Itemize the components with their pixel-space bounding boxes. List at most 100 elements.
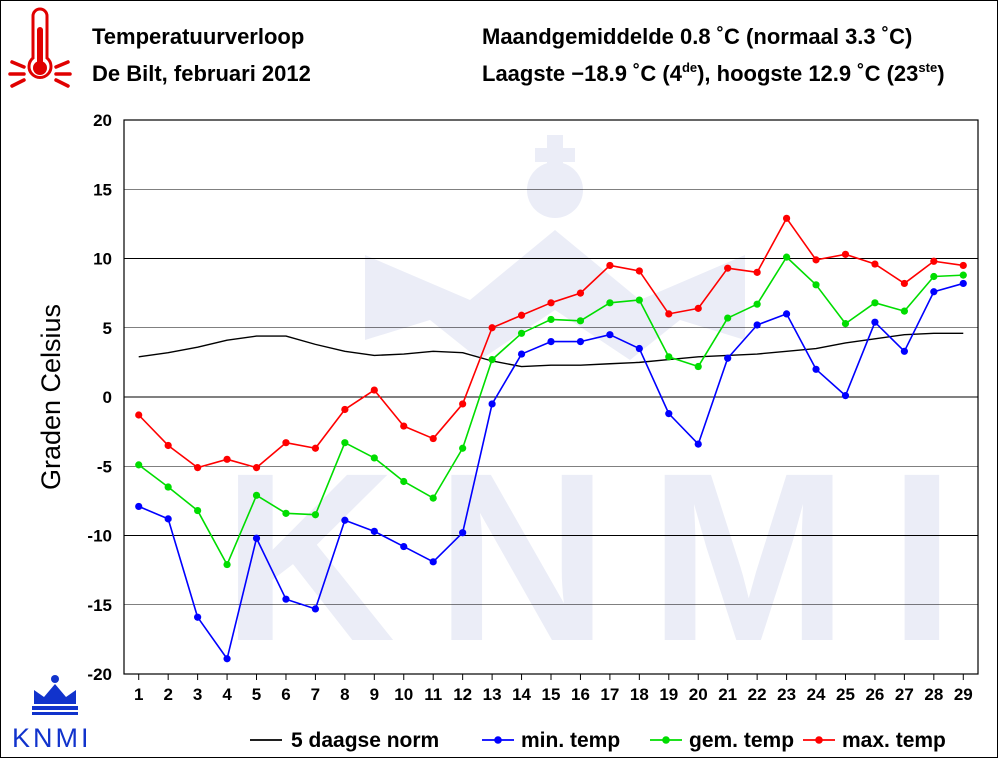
data-point-max-temp [311,444,320,452]
data-point-gem-temp [488,356,496,364]
data-point-gem-temp [282,509,290,517]
data-point-min-temp [282,595,290,603]
data-point-gem-temp [871,299,879,307]
x-tick-label: 7 [311,685,320,704]
y-tick-label: -15 [87,596,112,615]
data-point-max-temp [753,268,761,276]
x-tick-label: 15 [542,685,561,704]
legend: 5 daagse norm min. temp gem. temp max. temp [250,729,946,752]
data-point-min-temp [959,279,967,288]
data-point-min-temp [164,515,172,523]
data-point-gem-temp [517,329,526,337]
x-tick-label: 25 [836,685,855,704]
data-point-min-temp [400,542,408,551]
data-point-gem-temp [635,296,643,304]
data-point-min-temp [812,365,820,373]
x-tick-label: 16 [571,685,590,704]
data-point-min-temp [341,516,349,524]
data-point-gem-temp [841,319,850,328]
extremes-lowest-sup: de [681,60,698,75]
knmi-logo: KNMI [12,675,89,753]
x-tick-label: 29 [954,685,973,704]
data-point-gem-temp [311,511,320,519]
data-point-max-temp [871,260,879,268]
legend-marker-max-temp [815,736,823,744]
x-tick-label: 6 [281,685,290,704]
x-tick-label: 11 [424,685,442,704]
data-point-min-temp [635,344,643,353]
y-tick-label: 0 [103,388,112,407]
x-tick-label: 8 [340,685,349,704]
x-tick-label: 28 [924,685,943,704]
data-point-max-temp [694,304,702,312]
y-tick-label: -10 [87,527,112,546]
data-point-max-temp [341,405,349,414]
data-point-gem-temp [606,299,614,307]
x-tick-label: 10 [394,685,413,704]
extremes-highest-sup: ste [918,60,938,75]
data-point-max-temp [488,324,496,332]
y-tick-label: -20 [87,665,112,684]
data-point-min-temp [694,440,702,448]
extremes-text: Laagste −18.9 ˚C (4de), hoogste 12.9 ˚C … [482,61,945,87]
data-point-min-temp [252,534,261,542]
x-tick-label: 2 [163,685,172,704]
data-point-min-temp [547,338,555,346]
extremes-close: ) [937,61,945,86]
legend-label-max-temp: max. temp [842,729,946,752]
watermark-cross-h [535,148,575,162]
data-point-gem-temp [753,300,761,308]
data-point-min-temp [841,392,850,400]
data-point-min-temp [871,318,879,326]
x-tick-label: 20 [689,685,708,704]
watermark-text: KNMI [222,423,995,691]
y-axis-label: Graden Celsius [36,304,66,490]
x-tick-label: 27 [895,685,914,704]
data-point-gem-temp [665,353,673,361]
data-point-min-temp [517,350,526,358]
x-tick-label: 4 [222,685,232,704]
x-tick-label: 13 [483,685,502,704]
data-point-max-temp [606,261,614,270]
chart-title: Temperatuurverloop [92,24,305,49]
data-point-gem-temp [135,461,143,469]
data-point-max-temp [400,422,408,430]
data-point-gem-temp [812,281,820,289]
data-point-min-temp [782,310,791,318]
x-tick-label: 17 [600,685,619,704]
data-point-gem-temp [724,314,732,322]
series-line-5-daagse-norm [138,332,964,368]
data-point-gem-temp [900,307,908,315]
data-point-max-temp [252,464,261,472]
data-point-max-temp [724,264,732,272]
data-point-max-temp [459,400,467,408]
x-tick-label: 22 [748,685,767,704]
data-point-min-temp [753,321,761,329]
data-point-max-temp [900,279,908,288]
x-tick-label: 12 [453,685,472,704]
data-point-max-temp [930,257,938,265]
data-point-max-temp [547,299,555,307]
data-point-min-temp [665,410,673,418]
data-point-max-temp [164,441,172,450]
data-point-min-temp [606,331,614,339]
y-tick-label: 5 [103,319,112,338]
x-tick-label: 18 [630,685,649,704]
legend-label-min-temp: min. temp [521,729,620,752]
data-point-gem-temp [576,317,585,325]
data-point-max-temp [635,267,643,275]
data-point-gem-temp [252,491,261,499]
x-tick-label: 14 [512,685,531,704]
crown-icon [32,675,78,715]
data-point-min-temp [930,288,938,296]
data-point-max-temp [429,434,437,443]
y-tick-label: -5 [97,457,112,476]
knmi-watermark: KNMI [222,135,995,691]
extremes-highest: ), hoogste 12.9 ˚C (23 [697,61,919,86]
data-point-gem-temp [459,444,467,452]
data-point-gem-temp [959,271,967,279]
data-point-gem-temp [164,483,172,491]
data-point-min-temp [459,529,467,537]
